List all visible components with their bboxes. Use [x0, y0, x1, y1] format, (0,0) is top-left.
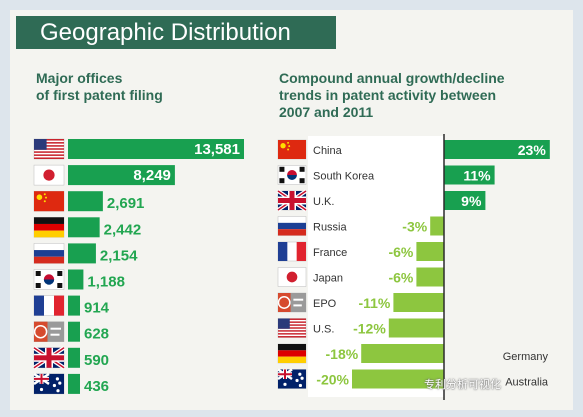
page-title: Geographic Distribution: [40, 19, 291, 46]
country-label: Russia: [313, 222, 348, 234]
australia-flag-icon: [277, 368, 307, 389]
france-flag-icon: [277, 241, 307, 262]
growth-value-label: 9%: [461, 193, 482, 209]
office-bar: [68, 347, 80, 368]
office-value-label: 8,249: [133, 167, 171, 184]
japan-flag-icon: [33, 164, 65, 186]
office-value-label: 914: [84, 300, 110, 317]
us-flag-icon: [277, 318, 307, 338]
china-flag-icon: [277, 139, 307, 160]
office-value-label: 590: [84, 352, 109, 369]
growth-bar: [361, 344, 444, 363]
office-bar: [68, 321, 80, 342]
right-subtitle-line-2: trends in patent activity between: [279, 87, 497, 103]
germany-flag-icon: [33, 217, 65, 238]
epo-flag-icon: [33, 321, 65, 342]
office-value-label: 1,188: [87, 274, 125, 291]
office-value-label: 13,581: [194, 141, 240, 158]
growth-bar: [444, 191, 486, 210]
us-flag-icon: [33, 138, 65, 160]
country-label: U.S.: [313, 324, 334, 336]
growth-bar: [393, 293, 444, 312]
growth-bar: [388, 318, 444, 338]
south-korea-flag-icon: [277, 165, 307, 185]
growth-value-label: -20%: [316, 372, 349, 388]
epo-flag-icon: [277, 292, 307, 313]
uk-flag-icon: [32, 346, 66, 370]
office-value-label: 436: [84, 378, 109, 395]
growth-value-label: -18%: [326, 346, 359, 362]
growth-value-label: 23%: [518, 142, 547, 158]
growth-bar: [444, 165, 495, 185]
office-bar: [68, 243, 96, 264]
growth-value-label: 11%: [463, 168, 491, 184]
office-bar: [68, 165, 175, 186]
title-bar: [16, 16, 336, 49]
country-label: Japan: [313, 273, 343, 285]
growth-bar: [416, 267, 444, 287]
side-country-label: Australia: [505, 377, 549, 389]
country-label: South Korea: [313, 171, 375, 183]
growth-bar: [352, 369, 444, 389]
growth-value-label: -12%: [353, 321, 386, 337]
australia-flag-icon: [33, 372, 65, 395]
japan-flag-icon: [277, 267, 307, 287]
side-country-label: Germany: [503, 351, 549, 363]
right-subtitle-line-1: Compound annual growth/decline: [279, 70, 505, 86]
growth-value-label: -11%: [358, 295, 390, 311]
country-label: France: [313, 247, 347, 259]
office-bar: [68, 295, 80, 316]
office-value-label: 2,691: [107, 195, 145, 212]
office-bar: [68, 139, 244, 159]
office-bar: [68, 269, 84, 290]
growth-bar: [444, 140, 550, 159]
growth-value-label: -3%: [402, 219, 427, 235]
russia-flag-icon: [33, 243, 65, 264]
right-subtitle-line-3: 2007 and 2011: [279, 104, 374, 120]
france-flag-icon: [33, 295, 65, 316]
office-value-label: 2,154: [100, 247, 138, 264]
growth-bar: [416, 242, 444, 261]
country-label: China: [313, 145, 343, 157]
growth-value-label: -6%: [388, 270, 413, 286]
office-value-label: 628: [84, 326, 109, 343]
left-subtitle-line-2: of first patent filing: [36, 87, 163, 103]
left-subtitle-line-1: Major offices: [36, 70, 123, 86]
office-bar: [68, 217, 100, 238]
growth-value-label: -6%: [388, 244, 413, 260]
russia-flag-icon: [277, 216, 307, 236]
watermark-text: 专利分析可视化: [424, 379, 501, 391]
country-label: EPO: [313, 298, 337, 310]
uk-flag-icon: [276, 189, 308, 212]
growth-bar: [430, 216, 444, 236]
south-korea-flag-icon: [33, 269, 65, 290]
office-value-label: 2,442: [104, 221, 142, 238]
country-label: U.K.: [313, 196, 334, 208]
office-bar: [68, 191, 103, 212]
china-flag-icon: [33, 190, 65, 212]
germany-flag-icon: [277, 343, 307, 364]
office-bar: [68, 373, 80, 394]
